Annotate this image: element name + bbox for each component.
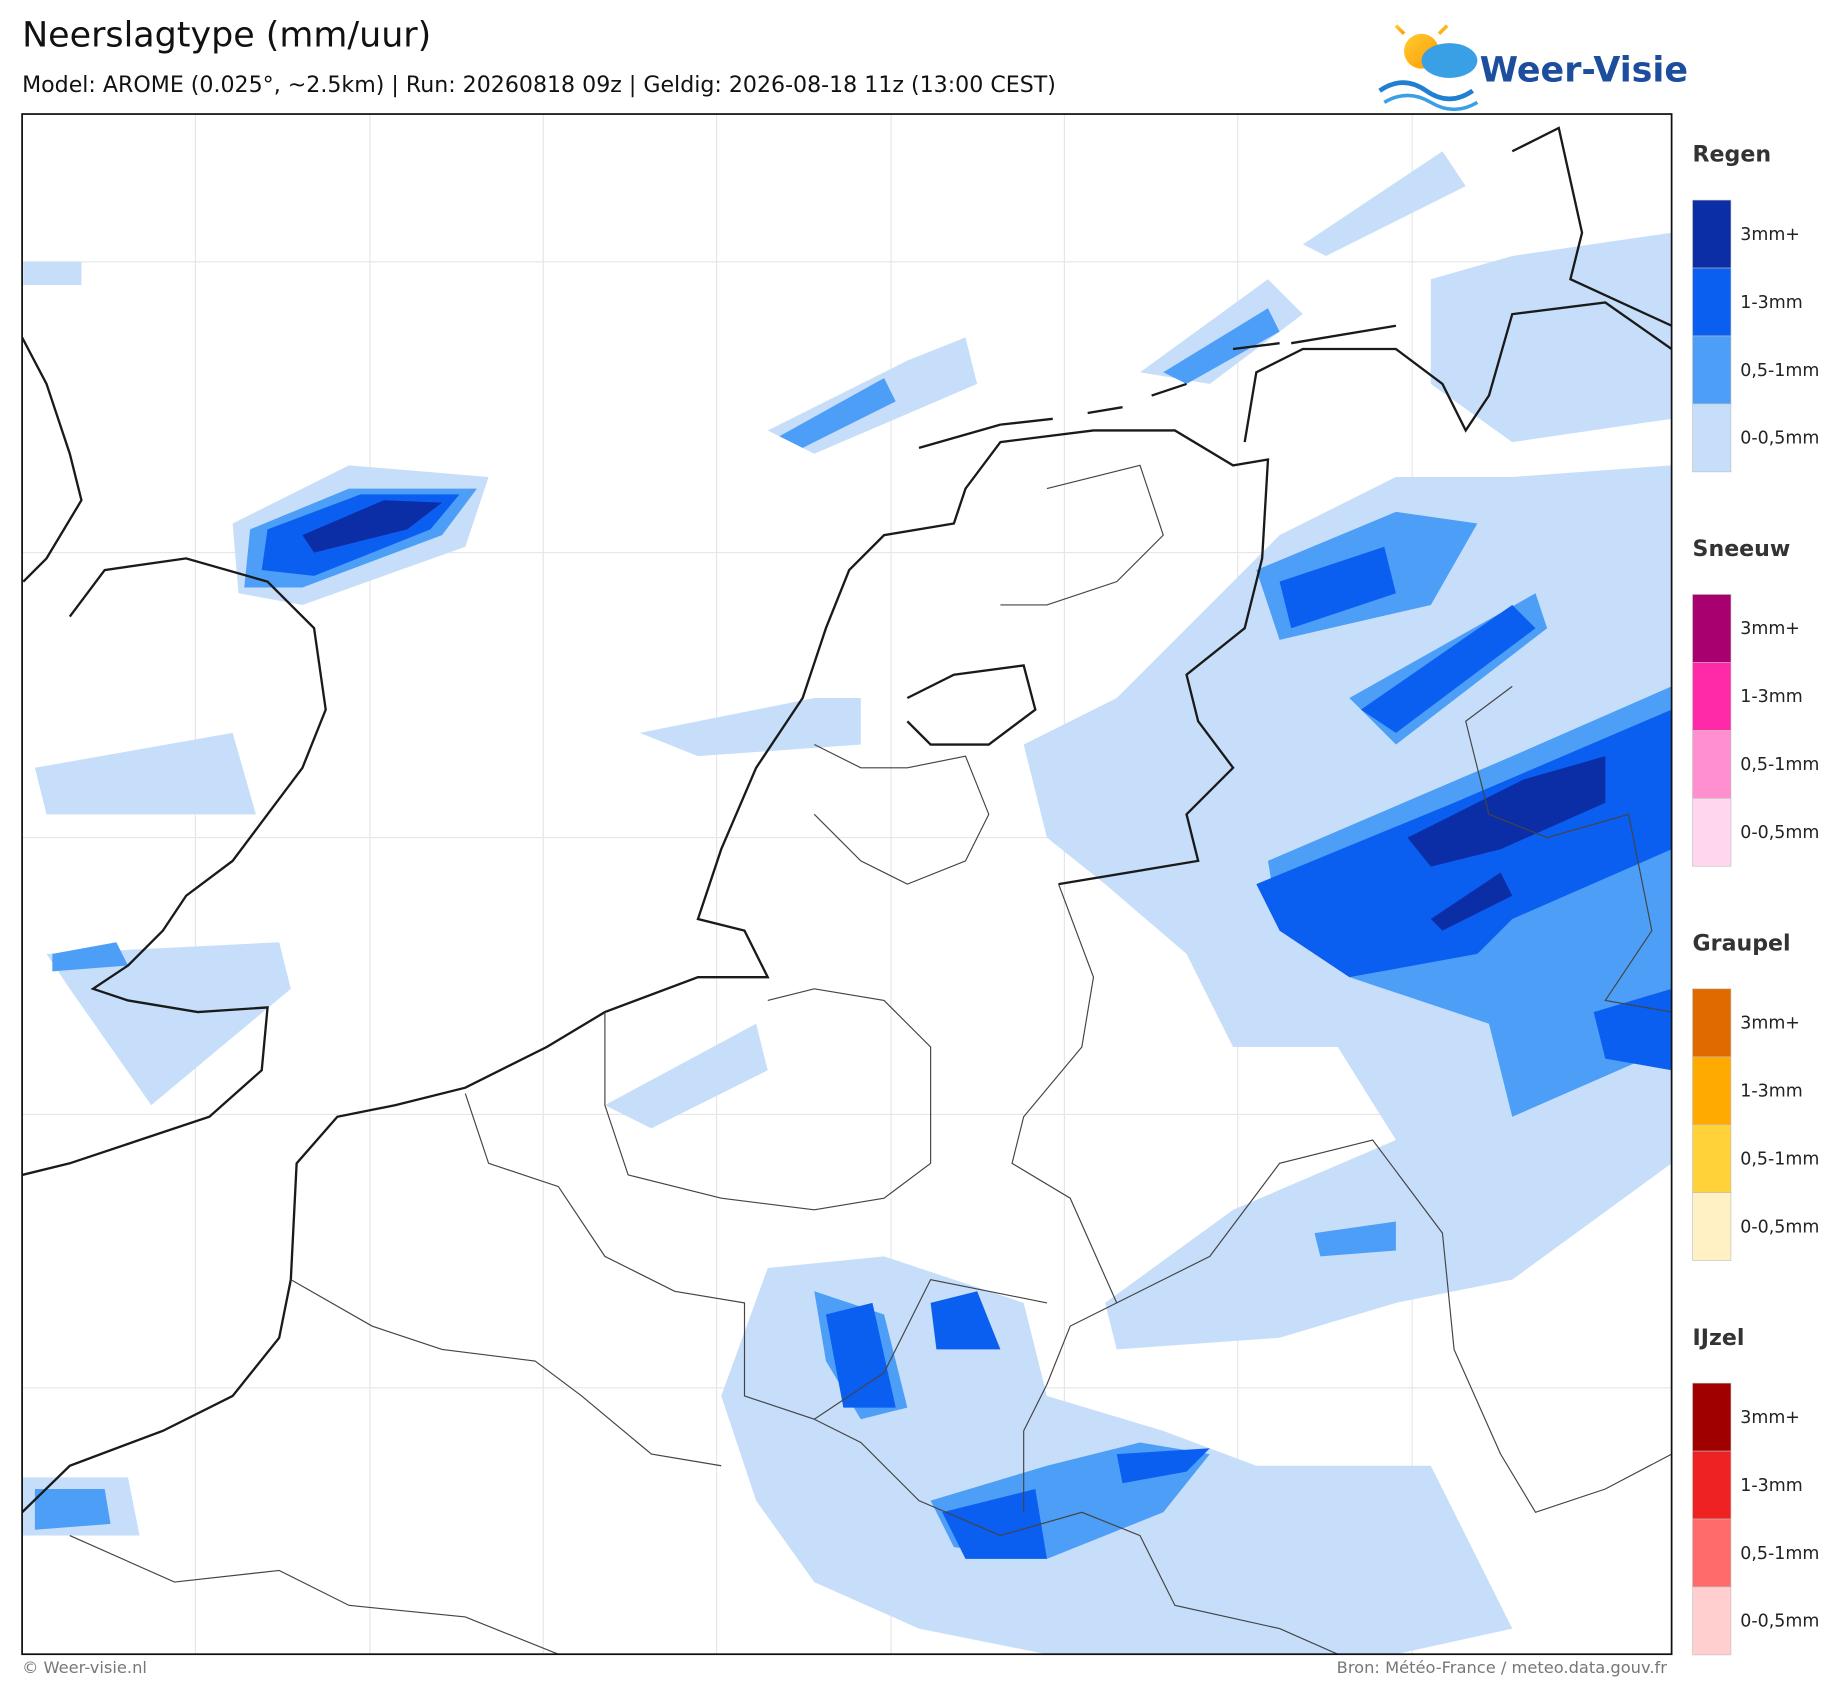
legend-label: 1-3mm	[1740, 1082, 1802, 1102]
legend-group: Graupel 3mm+ 1-3mm 0,5-1mm 0-0,5mm	[1692, 930, 1819, 1261]
legend-swatch	[1692, 267, 1732, 337]
legend-swatch	[1692, 662, 1732, 731]
logo-text: Weer-Visie	[1480, 50, 1688, 90]
legend: Regen 3mm+ 1-3mm 0,5-1mm 0-0,5mm Sneeuw 3mm+ 1-…	[1692, 142, 1819, 1656]
map-frame	[21, 113, 1673, 1656]
legend-label: 1-3mm	[1740, 293, 1802, 313]
legend-label: 3mm+	[1740, 1014, 1800, 1034]
legend-label: 0-0,5mm	[1740, 1612, 1819, 1632]
legend-label: 1-3mm	[1740, 1476, 1802, 1496]
legend-swatch	[1692, 797, 1732, 867]
legend-swatch	[1692, 403, 1732, 473]
legend-label: 0,5-1mm	[1740, 361, 1819, 381]
legend-swatch	[1692, 988, 1732, 1058]
legend-title: Graupel	[1693, 930, 1791, 956]
subtitle: Model: AROME (0.025°, ~2.5km) | Run: 202…	[22, 72, 1056, 98]
footer-source: Bron: Météo-France / meteo.data.gouv.fr	[1337, 1658, 1668, 1677]
footer-credit: © Weer-visie.nl	[22, 1658, 147, 1677]
legend-title: Sneeuw	[1693, 536, 1791, 562]
legend-title: IJzel	[1693, 1325, 1745, 1351]
legend-label: 1-3mm	[1740, 687, 1802, 707]
legend-group: Regen 3mm+ 1-3mm 0,5-1mm 0-0,5mm	[1692, 142, 1819, 473]
logo: Weer-Visie	[1378, 16, 1688, 112]
legend-label: 0,5-1mm	[1740, 1149, 1819, 1169]
legend-label: 0-0,5mm	[1740, 823, 1819, 843]
legend-swatch	[1692, 1586, 1732, 1656]
legend-swatch	[1692, 1192, 1732, 1261]
legend-label: 0,5-1mm	[1740, 755, 1819, 775]
legend-swatch	[1692, 1056, 1732, 1125]
map	[22, 114, 1672, 1655]
coastlines	[22, 126, 1672, 1514]
legend-swatch	[1692, 1450, 1732, 1520]
legend-swatch	[1692, 1382, 1732, 1452]
legend-label: 0,5-1mm	[1740, 1544, 1819, 1564]
legend-swatch	[1692, 199, 1732, 269]
legend-label: 3mm+	[1740, 225, 1800, 245]
legend-group: IJzel 3mm+ 1-3mm 0,5-1mm 0-0,5mm	[1692, 1325, 1819, 1656]
legend-swatch	[1692, 335, 1732, 405]
legend-label: 0-0,5mm	[1740, 1217, 1819, 1237]
legend-swatch	[1692, 730, 1732, 799]
legend-label: 3mm+	[1740, 1408, 1800, 1428]
borders	[69, 464, 1672, 1655]
legend-label: 3mm+	[1740, 619, 1800, 639]
legend-swatch	[1692, 1518, 1732, 1588]
legend-title: Regen	[1693, 142, 1772, 168]
legend-label: 0-0,5mm	[1740, 429, 1819, 449]
legend-group: Sneeuw 3mm+ 1-3mm 0,5-1mm 0-0,5mm	[1692, 536, 1819, 867]
title: Neerslagtype (mm/uur)	[22, 16, 431, 56]
precipitation	[22, 151, 1672, 1655]
legend-swatch	[1692, 1124, 1732, 1193]
legend-swatch	[1692, 594, 1732, 663]
